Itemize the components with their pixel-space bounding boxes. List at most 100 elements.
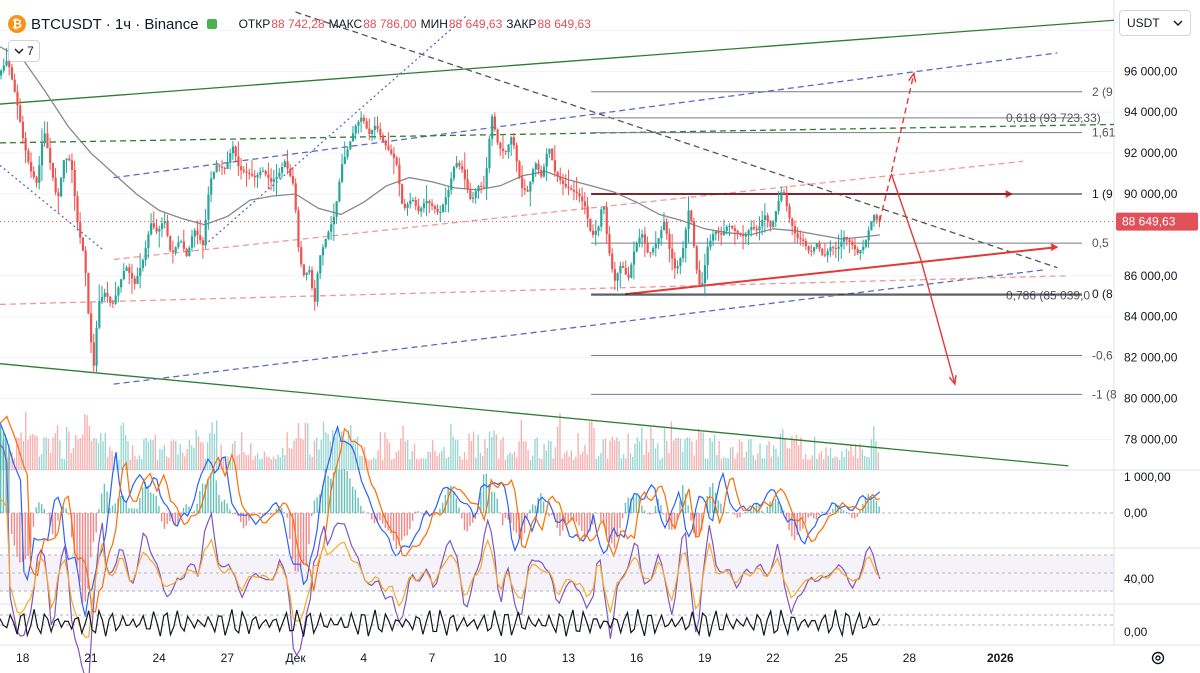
ohlc-low-label: МИН [420,17,448,31]
candle-body [357,121,360,126]
candle-body [403,203,406,208]
blue-dotted-down[interactable] [0,164,103,250]
volume-bar [386,438,388,470]
volume-bar [320,439,322,470]
candle-body [635,243,638,252]
volume-bar [345,440,347,470]
symbol-title[interactable]: BTCUSDT · 1ч · Binance [31,15,199,33]
candle-body [463,169,466,180]
gear-icon[interactable] [1148,648,1168,668]
volume-bar [818,453,820,470]
macd-hist-bar [676,513,678,521]
candle-body [141,260,145,269]
candle-body [35,177,38,183]
macd-hist-bar [379,513,381,521]
candle-body [431,203,434,206]
candle-body [542,166,546,177]
volume-bar [468,433,470,470]
candle-body [308,270,311,273]
macd-hist-bar [174,513,177,527]
volume-bar [597,456,600,470]
macd-hist-bar [338,469,340,513]
pink-dashed-lower[interactable] [0,275,1069,306]
macd-hist-bar [665,513,668,522]
candle-body [38,165,41,183]
volume-bar [45,437,47,470]
macd-hist-bar [130,508,133,513]
macd-hist-bar [450,485,452,513]
candle-body [613,268,617,281]
volume-bar [104,432,106,470]
volume-bar [745,451,748,470]
green-lower-channel[interactable] [0,363,1069,467]
fib-levels[interactable]: 2 (9 0,618 (93 723,33)1,61 1 (9 0,5 0,786 (8… [591,85,1117,402]
green-dashed-horizontal[interactable] [0,123,1115,144]
volume-bar [875,441,877,470]
macd-hist-bar [698,513,700,537]
macd-hist-bar [616,513,618,538]
candle-body [128,267,131,273]
projections[interactable] [879,71,957,386]
candle-body [264,170,267,175]
currency-select[interactable]: USDT [1119,10,1191,36]
candle-body [441,204,445,212]
macd-hist-bar [144,481,146,513]
candle-body [144,248,147,261]
candle-body [65,158,68,161]
candle-body [234,146,237,157]
candle-body [556,171,559,177]
volume-bar [557,426,559,470]
macd-hist-bar [807,513,809,518]
volume-bar [218,459,220,470]
bear-projection[interactable] [890,173,956,385]
macd-hist-bar [482,474,485,513]
candle-body [848,239,851,242]
candle-body [856,249,859,254]
volume-bar [425,458,427,470]
oscillator-line [0,422,881,617]
macd-hist-bar [313,500,316,513]
volume-bar [138,455,141,470]
volume-bar [134,455,136,470]
volume-bar [431,440,434,470]
trendlines[interactable] [0,11,1115,467]
volume-bar [825,447,827,470]
macd-hist-bar [351,486,354,513]
macd-hist-bar [384,513,387,529]
blue-dashed-lower[interactable] [113,268,1046,385]
volume-bar [768,441,770,470]
macd-hist-bar [401,513,403,541]
macd-hist-bar [542,501,545,513]
macd-hist-bar [583,513,586,537]
volume-bar [402,425,404,470]
time-axis[interactable]: 18 21 24 27 Дек 4 7 10 13 16 19 22 25 28 2026 [16,651,1014,665]
candle-body [742,234,745,237]
green-upper-channel[interactable] [0,19,1115,105]
macd-hist-bar [570,513,572,521]
ohlc-low-value: 88 649,63 [448,17,503,31]
candle-body [660,230,663,239]
volume-bar [479,452,482,470]
volume-bar [147,441,150,470]
macd-hist-bar [196,503,198,513]
candle-body [160,223,164,230]
bull-projection[interactable] [879,73,915,221]
volume-bar [95,438,97,470]
blue-dashed-upper[interactable] [113,52,1058,179]
macd-hist-bar [30,513,32,548]
ohlc-high-value: 88 786,00 [363,17,417,31]
candle-body [5,60,8,66]
macd-hist-bar [57,513,59,521]
pink-dashed-upper[interactable] [113,160,1024,261]
macd-hist-bar [469,513,471,527]
indicators-toggle-button[interactable]: 7 [8,40,40,62]
macd-hist-bar [16,513,18,557]
red-ascending-support[interactable] [625,246,1058,296]
macd-hist-bar [286,513,288,518]
candle-body [425,200,428,204]
candle-body [332,216,336,225]
gray-dashed-descending[interactable] [295,11,1058,269]
x-tick-label: 28 [903,651,917,665]
